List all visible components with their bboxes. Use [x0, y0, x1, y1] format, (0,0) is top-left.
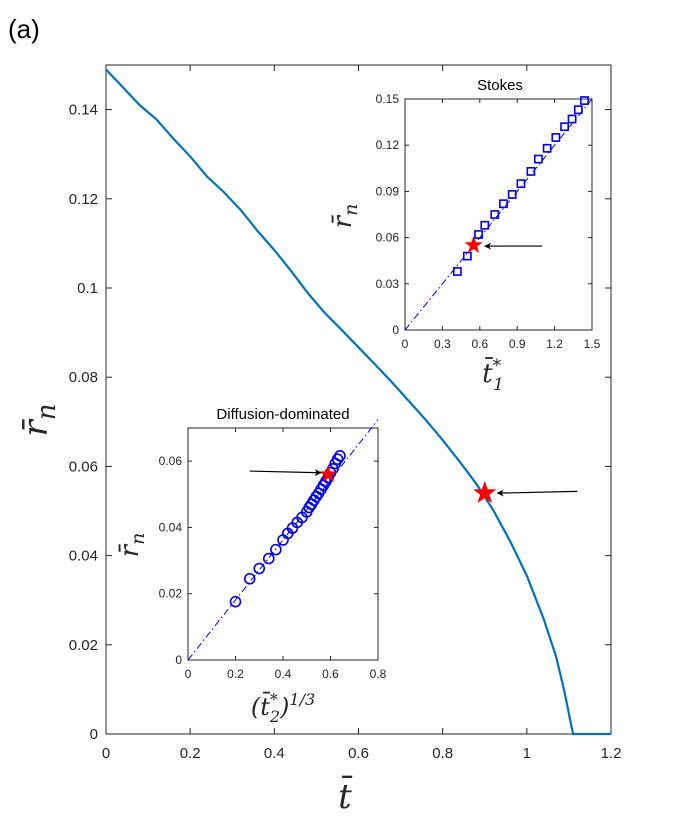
diffusion-inset: 0 0.2 0.4 0.6 0.8 0 0.02 0.04 0.06: [159, 419, 387, 681]
stokes-y-tick-label: 0.12: [376, 138, 400, 152]
stokes-square-marker: [567, 114, 577, 124]
diffusion-x-tick-label: 0: [185, 667, 192, 681]
stokes-square-marker: [580, 96, 589, 105]
stokes-x-tick-label: 1.5: [584, 337, 601, 351]
main-x-tick-label: 0.6: [348, 745, 369, 762]
main-arrow: [496, 489, 578, 497]
main-y-tick-label: 0: [90, 726, 98, 743]
stokes-square-marker: [526, 166, 536, 176]
main-x-tick-label: 1: [523, 745, 531, 762]
stokes-square-marker: [474, 230, 483, 239]
stokes-x-tick-label: 0: [402, 337, 409, 351]
stokes-y-tick-label: 0.03: [376, 277, 400, 291]
diffusion-y-tick-label: 0.04: [159, 520, 183, 534]
stokes-square-marker: [551, 133, 561, 142]
main-y-tick-label: 0.02: [69, 637, 98, 654]
diffusion-circle-marker: [262, 552, 275, 565]
diffusion-x-tick-label: 0.4: [275, 667, 292, 681]
stokes-square-marker: [507, 190, 517, 199]
main-x-tick-label: 1.2: [601, 745, 622, 762]
svg-text:r̄n: r̄n: [328, 204, 362, 229]
main-y-tick-label: 0.06: [69, 458, 98, 475]
main-y-label: r̄n: [16, 403, 62, 436]
main-x-tick-label: 0.2: [180, 745, 201, 762]
main-y-tick-label: 0.1: [77, 280, 98, 297]
svg-text:t̄*1: t̄* 1: [482, 356, 504, 395]
stokes-x-tick-label: 0.9: [509, 337, 526, 351]
stokes-square-marker: [533, 154, 543, 164]
diffusion-star-marker: [319, 465, 338, 482]
stokes-square-marker: [490, 210, 500, 219]
diffusion-y-tick-label: 0: [175, 653, 182, 667]
main-x-tick-label: 0.8: [432, 745, 453, 762]
stokes-y-tick-label: 0: [392, 323, 399, 337]
stokes-square-marker: [560, 122, 569, 132]
diffusion-axes-box: [187, 427, 379, 661]
stokes-square-marker: [452, 267, 462, 276]
stokes-square-marker: [480, 220, 490, 230]
stokes-square-marker: [516, 179, 526, 189]
stokes-y-tick-label: 0.06: [376, 231, 400, 245]
stokes-x-tick-label: 0.6: [471, 337, 488, 351]
stokes-star-marker: [464, 235, 483, 253]
diffusion-circle-marker: [243, 572, 256, 585]
stokes-y-tick-label: 0.15: [376, 92, 400, 106]
main-y-tick-label: 0.12: [69, 191, 98, 208]
panel-label: (a): [8, 14, 40, 44]
diffusion-title: Diffusion-dominated: [216, 406, 349, 423]
main-x-label: t̄: [338, 775, 353, 817]
diffusion-circle-marker: [334, 450, 346, 462]
main-y-tick-label: 0.14: [69, 102, 98, 119]
stokes-title: Stokes: [477, 77, 523, 94]
stokes-inset: 0 0.3 0.6 0.9 1.2 1.5 0 0.03 0.06 0.09 0.12 0.15: [376, 92, 601, 351]
stokes-square-marker: [462, 251, 472, 261]
main-x-tick-label: 0.4: [264, 745, 285, 762]
main-y-tick-label: 0.04: [69, 548, 98, 565]
main-x-tick-label: 0: [102, 745, 110, 762]
main-curve: [105, 68, 611, 736]
diffusion-y-tick-label: 0.06: [159, 454, 183, 468]
stokes-square-marker: [499, 199, 508, 209]
stokes-square-marker: [573, 105, 583, 115]
stokes-y-tick-label: 0.09: [376, 184, 400, 198]
stokes-square-marker: [542, 143, 552, 153]
diffusion-circle-marker: [270, 543, 282, 556]
stokes-y-label: r̄n: [328, 204, 362, 229]
diffusion-circle-marker: [229, 595, 242, 608]
diffusion-y-tick-label: 0.02: [159, 587, 183, 601]
diffusion-x-tick-label: 0.2: [227, 667, 244, 681]
main-star-marker: [473, 480, 497, 504]
diffusion-x-tick-label: 0.8: [370, 667, 387, 681]
stokes-x-label: t̄* 1: [482, 356, 504, 395]
diffusion-circle-marker: [253, 562, 266, 575]
main-y-tick-label: 0.08: [69, 369, 98, 386]
stokes-x-tick-label: 0.3: [434, 337, 451, 351]
diffusion-arrow: [249, 469, 322, 477]
diffusion-x-tick-label: 0.6: [322, 667, 339, 681]
svg-text:r̄n: r̄n: [16, 403, 62, 436]
stokes-x-tick-label: 1.2: [546, 337, 563, 351]
